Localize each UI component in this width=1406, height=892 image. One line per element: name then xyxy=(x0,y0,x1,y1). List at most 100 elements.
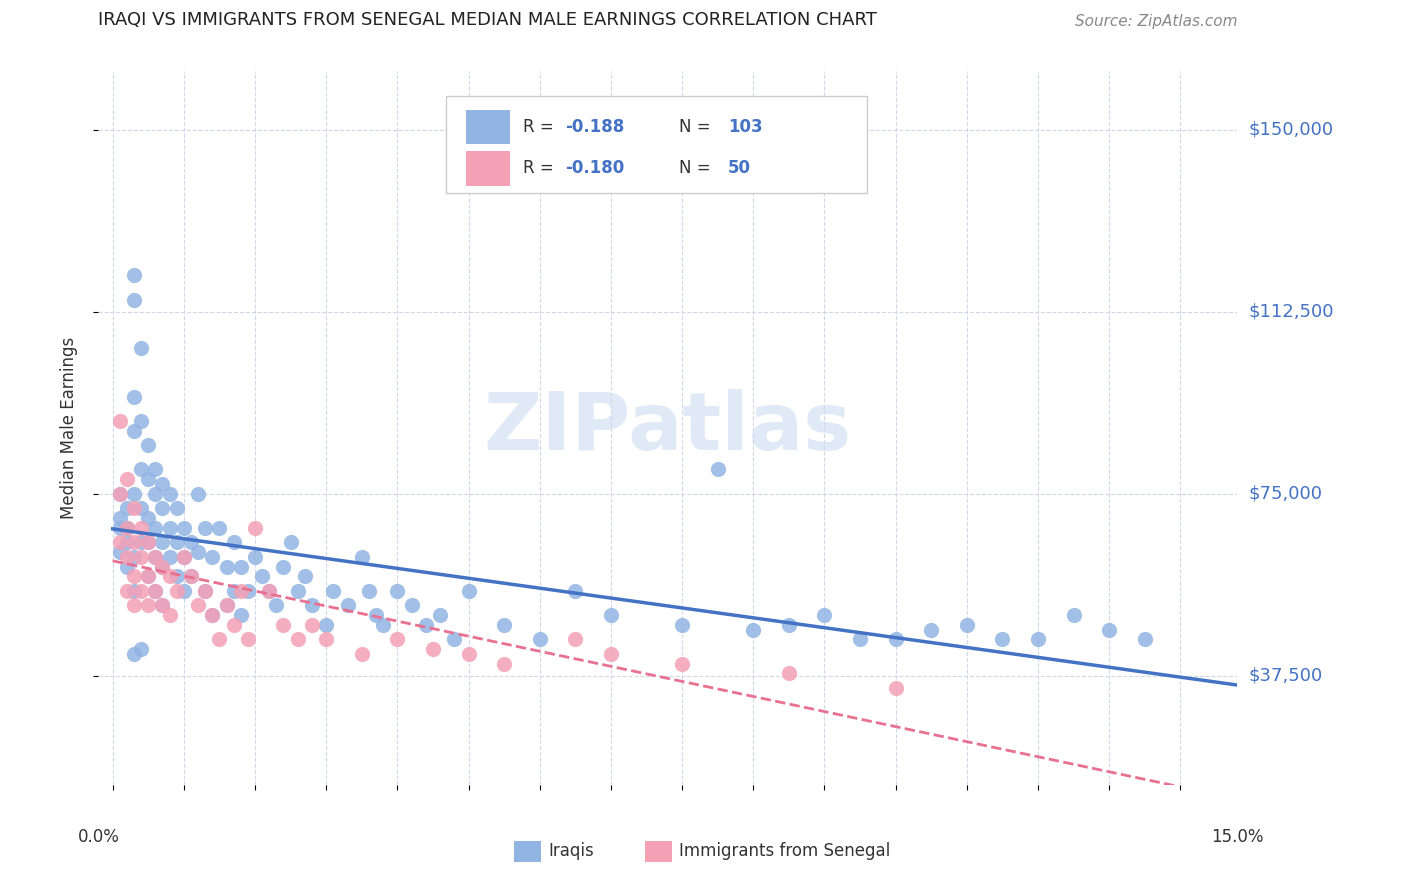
Point xyxy=(371,617,394,632)
Point xyxy=(401,599,423,613)
Text: -0.188: -0.188 xyxy=(565,118,624,136)
Point xyxy=(129,642,152,657)
Point xyxy=(600,647,623,661)
FancyBboxPatch shape xyxy=(645,840,672,862)
Text: 0.0%: 0.0% xyxy=(77,828,120,846)
Point xyxy=(152,599,174,613)
Point xyxy=(166,583,188,598)
Text: R =: R = xyxy=(523,118,560,136)
Y-axis label: Median Male Earnings: Median Male Earnings xyxy=(59,337,77,519)
Point xyxy=(122,549,145,564)
Point xyxy=(115,559,138,574)
Point xyxy=(152,477,174,491)
Point xyxy=(122,390,145,404)
Point xyxy=(194,583,217,598)
Point xyxy=(115,501,138,516)
Point xyxy=(222,617,245,632)
Text: Source: ZipAtlas.com: Source: ZipAtlas.com xyxy=(1074,13,1237,29)
Point xyxy=(145,462,167,476)
Point xyxy=(429,608,451,623)
Point xyxy=(136,569,159,583)
FancyBboxPatch shape xyxy=(467,152,509,186)
Point xyxy=(145,549,167,564)
Text: $75,000: $75,000 xyxy=(1249,484,1323,503)
Point xyxy=(108,511,131,525)
Point xyxy=(129,535,152,549)
Point xyxy=(243,521,266,535)
Point xyxy=(415,617,437,632)
Point xyxy=(152,535,174,549)
Point xyxy=(706,462,728,476)
Point xyxy=(159,521,181,535)
FancyBboxPatch shape xyxy=(515,840,541,862)
Point xyxy=(884,681,907,695)
Point xyxy=(173,583,195,598)
Point xyxy=(849,632,872,647)
Point xyxy=(259,583,281,598)
Point xyxy=(671,657,693,671)
Point xyxy=(159,549,181,564)
Point xyxy=(315,632,337,647)
Point xyxy=(136,599,159,613)
Point xyxy=(315,617,337,632)
Point xyxy=(194,521,217,535)
Point xyxy=(956,617,979,632)
Point xyxy=(600,608,623,623)
Point xyxy=(122,583,145,598)
Point xyxy=(243,549,266,564)
Point xyxy=(129,462,152,476)
Point xyxy=(920,623,942,637)
Point xyxy=(364,608,387,623)
Point xyxy=(108,521,131,535)
Text: -0.180: -0.180 xyxy=(565,160,624,178)
Point xyxy=(129,583,152,598)
Point xyxy=(136,535,159,549)
Point xyxy=(357,583,380,598)
Point xyxy=(129,521,152,535)
Point xyxy=(301,599,323,613)
Point xyxy=(564,632,586,647)
Point xyxy=(222,535,245,549)
Point xyxy=(145,549,167,564)
Point xyxy=(122,486,145,500)
Point xyxy=(201,549,224,564)
Point xyxy=(229,559,252,574)
Point xyxy=(145,521,167,535)
Point xyxy=(129,549,152,564)
Point xyxy=(422,642,444,657)
Point xyxy=(208,632,231,647)
Point xyxy=(280,535,302,549)
Point xyxy=(1026,632,1049,647)
Point xyxy=(259,583,281,598)
Point xyxy=(173,549,195,564)
Point xyxy=(145,583,167,598)
Point xyxy=(108,486,131,500)
Point xyxy=(187,599,209,613)
Point xyxy=(136,569,159,583)
Point xyxy=(208,521,231,535)
Point xyxy=(115,583,138,598)
Point xyxy=(180,569,202,583)
Point xyxy=(136,438,159,452)
Point xyxy=(136,511,159,525)
Point xyxy=(884,632,907,647)
Text: $150,000: $150,000 xyxy=(1249,120,1333,138)
Point xyxy=(152,501,174,516)
Text: 15.0%: 15.0% xyxy=(1211,828,1264,846)
Point xyxy=(122,501,145,516)
Point xyxy=(273,559,295,574)
Point xyxy=(136,535,159,549)
Point xyxy=(222,583,245,598)
Text: 50: 50 xyxy=(728,160,751,178)
Point xyxy=(215,599,238,613)
Point xyxy=(564,583,586,598)
Point xyxy=(215,599,238,613)
Point xyxy=(494,657,516,671)
Point xyxy=(108,545,131,559)
Text: $37,500: $37,500 xyxy=(1249,666,1323,685)
Point xyxy=(194,583,217,598)
Point xyxy=(166,535,188,549)
Point xyxy=(991,632,1014,647)
Point xyxy=(229,583,252,598)
Point xyxy=(443,632,465,647)
